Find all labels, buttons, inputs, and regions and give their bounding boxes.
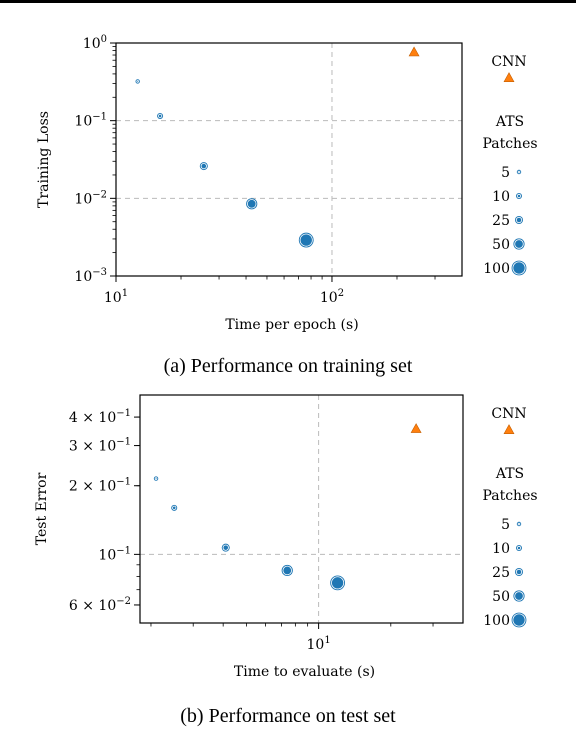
page-header-rule — [0, 0, 576, 3]
legend-cnn-label: CNN — [491, 406, 526, 422]
legend-ats-size-label: 50 — [492, 237, 510, 253]
y-tick-label-exp: −1 — [92, 112, 107, 123]
legend-ats-size-label: 25 — [492, 213, 510, 229]
x-tick-label: 102 — [320, 288, 344, 306]
y-tick-label-exp: −1 — [116, 408, 131, 419]
y-tick-label-base: 10 — [83, 36, 101, 52]
legend-ats-size-label: 25 — [492, 565, 510, 581]
legend-ats-size-label: 10 — [492, 541, 510, 557]
x-tick-label-base: 10 — [104, 290, 122, 306]
x-tick-label: 101 — [307, 635, 331, 653]
legend-ats-size-label: 10 — [492, 189, 510, 205]
y-axis-label: Training Loss — [36, 111, 52, 208]
plot-frame — [139, 394, 464, 624]
y-tick-label: 10−3 — [74, 267, 107, 285]
y-tick-label-exp: −1 — [116, 437, 131, 448]
caption-a: (a) Performance on training set — [164, 355, 413, 377]
ats-point-100 — [298, 232, 314, 248]
plot-frame — [115, 42, 463, 277]
y-tick-label: 10−1 — [98, 545, 131, 563]
legend-ats-marker-10 — [516, 545, 522, 551]
y-tick-label: 6 × 10−2 — [69, 596, 131, 614]
x-axis-label: Time per epoch (s) — [225, 317, 358, 333]
legend-cnn-marker — [503, 72, 515, 82]
legend-ats-marker-100 — [511, 612, 527, 628]
y-tick-label-exp: 0 — [101, 34, 107, 45]
legend-ats-marker-100 — [511, 260, 527, 276]
y-tick-label: 10−2 — [74, 189, 107, 207]
y-tick-label-base: 10 — [98, 547, 116, 563]
caption-b: (b) Performance on test set — [180, 705, 396, 727]
y-tick-label: 2 × 10−1 — [69, 477, 131, 495]
y-tick-label-base: 10 — [74, 114, 92, 130]
cnn-point — [408, 46, 420, 57]
legend-test: CNN ATS Patches 5 10 25 50 100 — [482, 406, 537, 629]
legend-ats-title: ATS — [495, 114, 524, 130]
legend-ats-marker-5 — [516, 169, 522, 175]
x-axis-label: Time to evaluate (s) — [234, 664, 375, 680]
y-tick-label-base: 10 — [74, 191, 92, 207]
y-tick-label: 3 × 10−1 — [69, 437, 131, 455]
ats-point-25 — [221, 543, 230, 552]
ats-point-50 — [246, 198, 258, 210]
legend-training: CNN ATS Patches 5 10 25 50 100 — [482, 54, 537, 277]
y-tick-label-base: 2 × 10 — [69, 479, 116, 495]
legend-ats-size-label: 5 — [501, 165, 510, 181]
y-axis-label: Test Error — [34, 472, 50, 545]
y-tick-label-exp: −3 — [92, 267, 107, 278]
legend-ats-marker-25 — [515, 568, 523, 576]
ats-point-25 — [199, 162, 208, 171]
x-tick-label-exp: 2 — [338, 288, 344, 299]
legend-ats-marker-5 — [516, 521, 522, 527]
y-tick-label-exp: −1 — [116, 477, 131, 488]
legend-ats-subtitle: Patches — [482, 488, 537, 504]
legend-ats-marker-25 — [515, 216, 523, 224]
legend-cnn-marker — [503, 424, 515, 434]
y-tick-label: 4 × 10−1 — [69, 408, 131, 426]
y-tick-label-base: 4 × 10 — [69, 410, 116, 426]
legend-ats-size-label: 100 — [483, 613, 510, 629]
y-tick-label-base: 10 — [74, 269, 92, 285]
legend-ats-title: ATS — [495, 466, 524, 482]
legend-ats-subtitle: Patches — [482, 136, 537, 152]
y-tick-label-exp: −2 — [92, 189, 107, 200]
legend-ats-size-label: 5 — [501, 517, 510, 533]
ats-point-10 — [157, 112, 164, 119]
legend-ats-marker-10 — [516, 193, 522, 199]
x-tick-label-exp: 1 — [122, 288, 128, 299]
y-tick-label-exp: −1 — [116, 545, 131, 556]
ats-point-50 — [281, 564, 293, 577]
y-tick-label: 100 — [83, 34, 107, 52]
y-tick-label: 10−1 — [74, 112, 107, 130]
y-tick-label-base: 3 × 10 — [69, 439, 116, 455]
y-tick-label-base: 6 × 10 — [69, 598, 116, 614]
legend-ats-size-label: 50 — [492, 589, 510, 605]
x-tick-label-base: 10 — [307, 637, 325, 653]
legend-ats-marker-50 — [513, 238, 525, 250]
x-tick-label-base: 10 — [320, 290, 338, 306]
ats-point-5 — [153, 476, 159, 481]
y-tick-label-exp: −2 — [116, 596, 131, 607]
legend-ats-size-label: 100 — [483, 261, 510, 277]
cnn-point — [410, 423, 422, 433]
ats-point-5 — [135, 79, 140, 84]
ats-point-100 — [330, 575, 345, 591]
legend-cnn-label: CNN — [491, 54, 526, 70]
x-tick-label-exp: 1 — [324, 635, 330, 646]
x-tick-label: 101 — [104, 288, 128, 306]
ats-point-10 — [171, 504, 178, 511]
legend-ats-marker-50 — [513, 590, 525, 602]
